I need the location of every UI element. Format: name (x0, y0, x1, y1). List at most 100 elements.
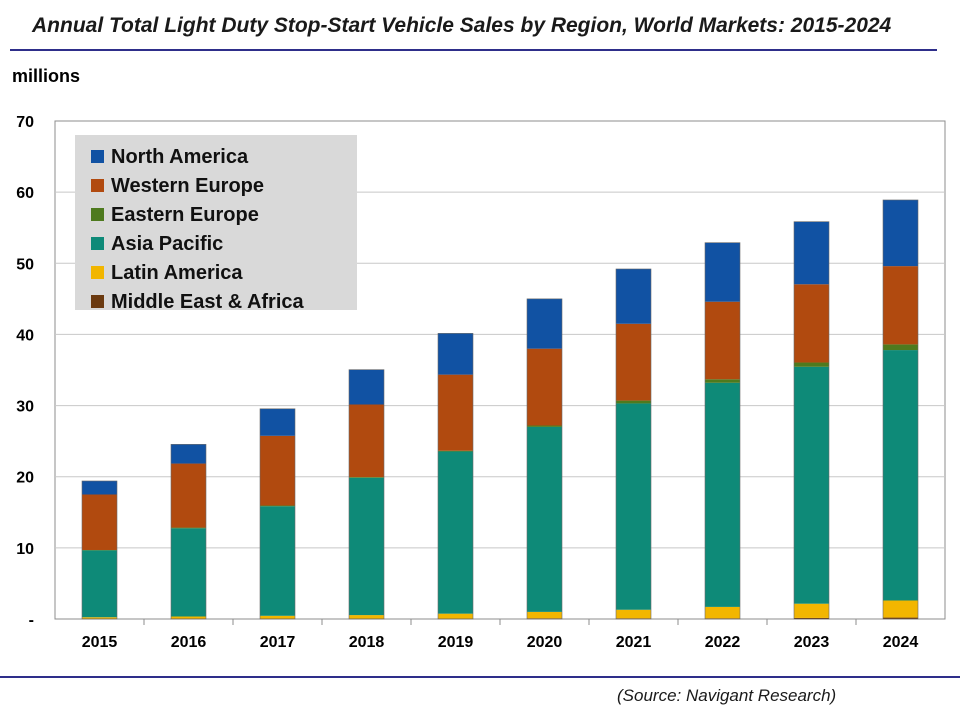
bar-segment (260, 408, 295, 436)
bar-segment (705, 606, 740, 619)
bar-outline (704, 242, 741, 620)
bar-segment (527, 611, 562, 619)
bar-segment (438, 333, 473, 375)
bar-segment (794, 366, 829, 604)
bar-segment (82, 550, 117, 618)
bar-segment (349, 477, 384, 616)
y-tick-label: 40 (16, 327, 34, 344)
bar-segment (527, 426, 562, 612)
bar-segment (883, 600, 918, 618)
bar-segment (883, 344, 918, 351)
bar-segment (794, 603, 829, 618)
y-tick-label: - (29, 612, 34, 629)
source-note: (Source: Navigant Research) (617, 686, 837, 705)
legend-label: North America (111, 146, 249, 168)
legend-box (75, 135, 357, 310)
bar-segment (794, 362, 829, 367)
bar-outline (437, 333, 474, 620)
bar-segment (260, 505, 295, 507)
bar-segment (883, 617, 918, 619)
bar-segment (705, 618, 740, 619)
bar-outline (170, 444, 207, 620)
bar-outline (793, 221, 830, 620)
x-tick-label: 2024 (883, 634, 919, 651)
bar-segment (82, 494, 117, 550)
bar-segment (883, 266, 918, 345)
bar-segment (438, 374, 473, 451)
bar-segment (616, 618, 651, 619)
bar-segment (794, 284, 829, 363)
bar-segment (705, 379, 740, 383)
bar-segment (616, 268, 651, 324)
bar-segment (260, 506, 295, 616)
legend-swatch (91, 237, 104, 250)
legend-label: Middle East & Africa (111, 291, 305, 313)
legend-swatch (91, 208, 104, 221)
bar-segment (705, 242, 740, 302)
bar-segment (883, 199, 918, 267)
bar-segment (171, 444, 206, 464)
x-tick-label: 2017 (260, 634, 296, 651)
legend-swatch (91, 179, 104, 192)
y-tick-label: 70 (16, 114, 34, 131)
bar-segment (260, 435, 295, 506)
bar-segment (171, 463, 206, 528)
bar-outline (259, 408, 296, 620)
bar-segment (527, 618, 562, 619)
bar-segment (883, 350, 918, 601)
stacked-bar-chart: - 10 20 30 40 50 60 70 2015 2016 2017 2018 2019 2020 2… (16, 114, 946, 651)
bar-segment (171, 616, 206, 619)
bar-segment (527, 348, 562, 426)
y-tick-label: 60 (16, 185, 34, 202)
bar-segment (349, 477, 384, 478)
x-tick-label: 2015 (82, 634, 118, 651)
bar-outline (526, 298, 563, 620)
bar-segment (171, 527, 206, 529)
bar-segment (705, 382, 740, 607)
bar-segment (616, 323, 651, 401)
y-tick-label: 30 (16, 399, 34, 416)
bar-segment (82, 617, 117, 619)
bar-segment (616, 609, 651, 619)
bar-outline (81, 480, 118, 620)
legend-label: Western Europe (111, 175, 264, 197)
bar-segment (616, 400, 651, 404)
legend-swatch (91, 150, 104, 163)
y-tick-label: 10 (16, 541, 34, 558)
bar-segment (527, 298, 562, 349)
x-tick-label: 2018 (349, 634, 385, 651)
bar-outline (348, 369, 385, 620)
bar-outline (615, 268, 652, 620)
bar-segment (349, 369, 384, 405)
bar-segment (82, 480, 117, 495)
bar-segment (616, 403, 651, 610)
title-underline (10, 49, 937, 51)
bar-segment (794, 617, 829, 619)
x-tick-label: 2016 (171, 634, 207, 651)
bar-segment (438, 451, 473, 614)
bar-segment (794, 221, 829, 285)
bar-segment (171, 528, 206, 617)
y-tick-label: 20 (16, 470, 34, 487)
x-tick-label: 2020 (527, 634, 563, 651)
legend-label: Asia Pacific (111, 233, 223, 255)
x-tick-label: 2022 (705, 634, 741, 651)
chart-title: Annual Total Light Duty Stop-Start Vehic… (32, 14, 892, 37)
bar-segment (349, 615, 384, 619)
legend-label: Eastern Europe (111, 204, 259, 226)
x-tick-label: 2019 (438, 634, 474, 651)
legend-swatch (91, 295, 104, 308)
footer-rule (0, 676, 960, 678)
y-tick-label: 50 (16, 256, 34, 273)
bar-segment (527, 425, 562, 427)
x-tick-label: 2021 (616, 634, 652, 651)
bar-segment (349, 404, 384, 478)
legend-label: Latin America (111, 262, 243, 284)
bar-segment (438, 450, 473, 452)
bar-segment (705, 301, 740, 380)
bar-segment (260, 615, 295, 619)
legend-swatch (91, 266, 104, 279)
bar-segment (438, 613, 473, 619)
y-axis-unit-label: millions (12, 66, 81, 86)
bar-outline (882, 199, 919, 620)
